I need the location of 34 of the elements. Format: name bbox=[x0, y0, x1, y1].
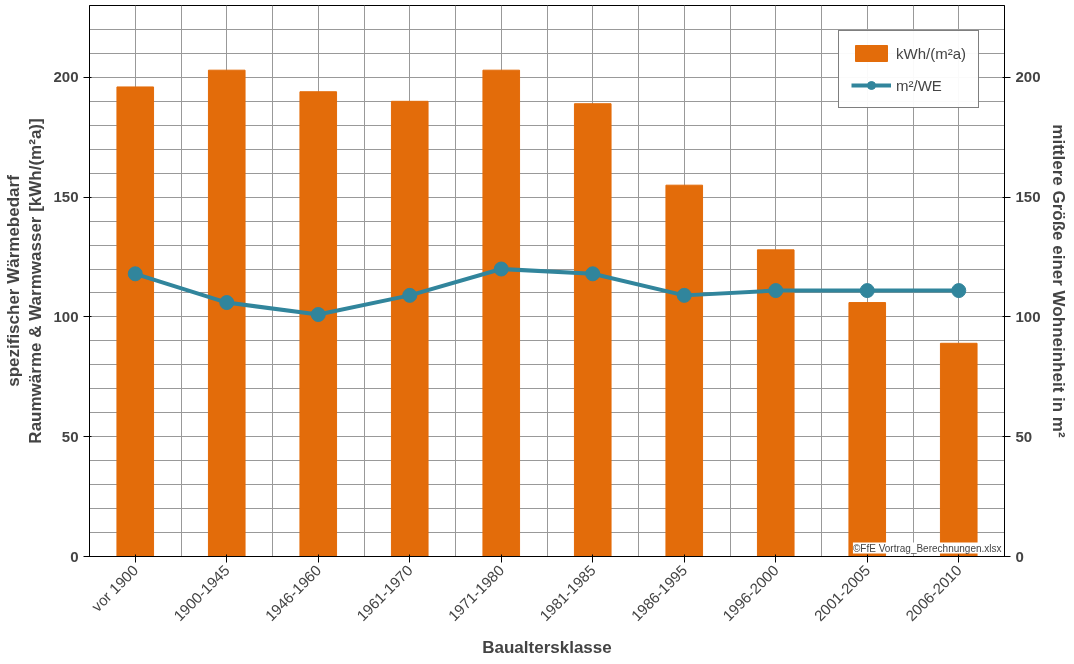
bar bbox=[299, 91, 338, 557]
point bbox=[310, 307, 326, 323]
y2-tick-label: 100 bbox=[1015, 307, 1041, 325]
y-tick-label: 100 bbox=[53, 307, 79, 325]
y-tick-label: 200 bbox=[53, 68, 79, 86]
y-tick-label: 0 bbox=[70, 547, 79, 565]
y-tick-label: 150 bbox=[53, 188, 79, 206]
bar bbox=[207, 69, 246, 557]
y-axis-title: spezifischer Wärmebedarf Raumwärme & Warmwasser [kWh/(m²a)] bbox=[3, 118, 46, 444]
bar bbox=[116, 86, 155, 557]
point bbox=[676, 287, 692, 303]
point bbox=[585, 266, 601, 282]
legend-label: m²/WE bbox=[896, 76, 942, 94]
point bbox=[493, 261, 509, 277]
point bbox=[127, 266, 143, 282]
bar bbox=[390, 100, 429, 557]
point bbox=[402, 287, 418, 303]
annotation: ©FfE Vortrag_Berechnungen.xlsx bbox=[852, 542, 1002, 554]
point bbox=[768, 283, 784, 299]
bar bbox=[756, 249, 795, 557]
y2-tick-label: 0 bbox=[1015, 547, 1024, 565]
x-axis-title: Baualtersklasse bbox=[482, 638, 612, 658]
bar bbox=[573, 103, 612, 557]
y2-tick-label: 150 bbox=[1015, 188, 1041, 206]
point bbox=[859, 283, 875, 299]
y2-tick-label: 50 bbox=[1015, 427, 1033, 445]
bar bbox=[482, 69, 521, 557]
y-tick-label: 50 bbox=[61, 427, 79, 445]
bar bbox=[665, 184, 704, 557]
legend-label: kWh/(m²a) bbox=[896, 44, 966, 62]
point bbox=[951, 283, 967, 299]
point bbox=[219, 295, 235, 311]
y2-tick-label: 200 bbox=[1015, 68, 1041, 86]
y2-axis-title: mittlere Größe einer Wohneinheit in m² bbox=[1048, 124, 1068, 438]
